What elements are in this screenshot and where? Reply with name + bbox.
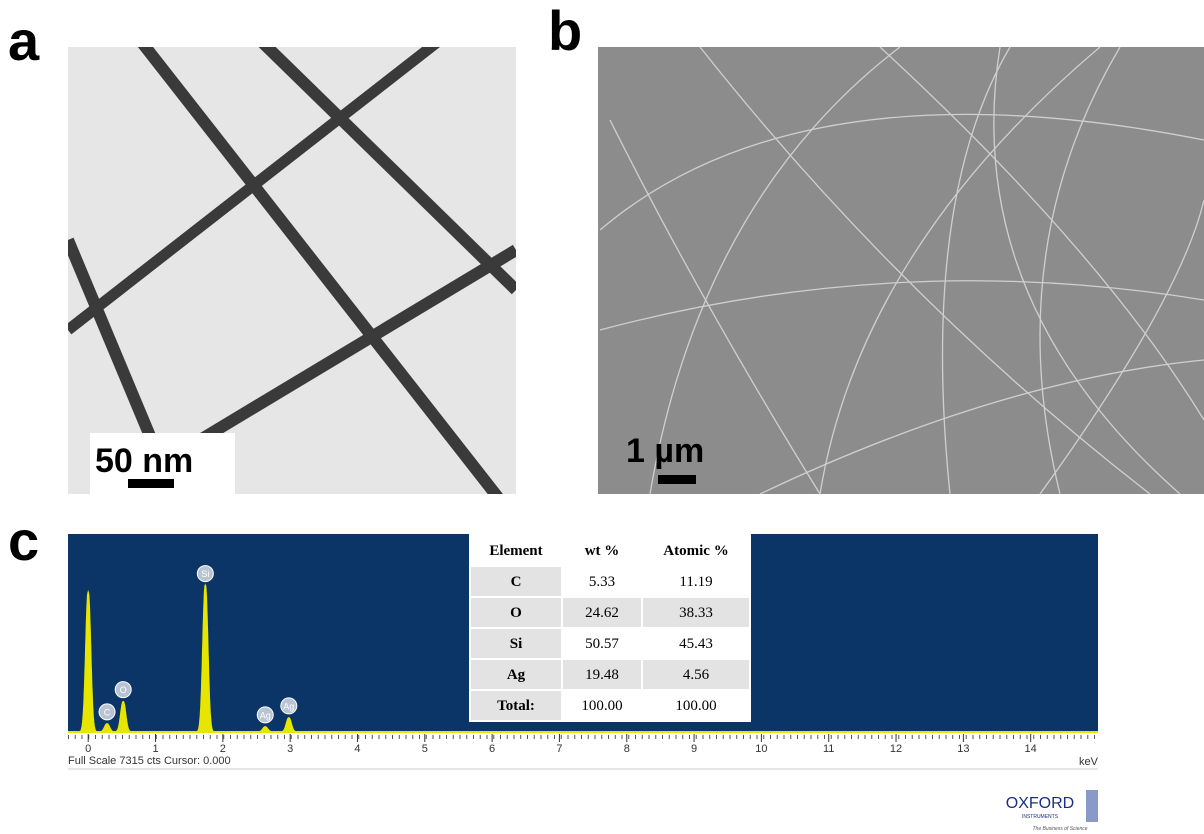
table-text: 19.48 bbox=[585, 667, 619, 683]
scale-bar-label: 50 nm bbox=[95, 442, 193, 480]
table-text: Total: bbox=[497, 698, 535, 714]
panel-label: c bbox=[8, 509, 39, 572]
table-text: 11.19 bbox=[679, 574, 712, 590]
x-tick-label: 9 bbox=[691, 743, 697, 755]
logo-tagline: The Business of Science bbox=[1032, 826, 1087, 832]
peak-label: Ag bbox=[283, 701, 294, 711]
peak-label: Si bbox=[201, 569, 209, 579]
table-text: C bbox=[511, 574, 522, 590]
x-tick-label: 11 bbox=[823, 743, 834, 755]
x-tick-label: 7 bbox=[556, 743, 562, 755]
table-text: 4.56 bbox=[683, 667, 710, 683]
x-tick-label: 6 bbox=[489, 743, 495, 755]
x-tick-label: 0 bbox=[85, 743, 91, 755]
peak-label: Ag bbox=[260, 710, 271, 720]
table-text: 45.43 bbox=[679, 636, 713, 652]
x-tick-label: 4 bbox=[354, 743, 360, 755]
logo-sub: INSTRUMENTS bbox=[1022, 814, 1059, 820]
x-tick-label: 12 bbox=[890, 743, 902, 755]
table-text: Ag bbox=[507, 667, 526, 683]
table-text: 100.00 bbox=[581, 698, 622, 714]
x-tick-label: 1 bbox=[152, 743, 158, 755]
table-text: O bbox=[510, 605, 522, 621]
x-tick-label: 3 bbox=[287, 743, 293, 755]
table-text: 100.00 bbox=[675, 698, 716, 714]
x-tick-label: 2 bbox=[220, 743, 226, 755]
table-text: 50.57 bbox=[585, 636, 619, 652]
table-text: wt % bbox=[585, 543, 620, 559]
footer: Full Scale 7315 cts Cursor: 0.000 bbox=[68, 755, 231, 767]
x-tick-label: 10 bbox=[755, 743, 767, 755]
table-text: Atomic % bbox=[663, 543, 728, 559]
peak-label: C bbox=[104, 707, 111, 717]
x-tick-label: 13 bbox=[957, 743, 969, 755]
table-text: Element bbox=[489, 543, 542, 559]
figure: a 50 nm b 1 µm c COSiAgAg01234567891 bbox=[0, 0, 1204, 834]
x-unit: keV bbox=[1079, 756, 1099, 768]
sem-image: 1 µm bbox=[598, 47, 1204, 494]
tem-image: 50 nm bbox=[68, 40, 516, 500]
peak-label: O bbox=[120, 685, 127, 695]
table-text: 5.33 bbox=[589, 574, 615, 590]
panel-label: b bbox=[548, 0, 582, 62]
scale-bar-label: 1 µm bbox=[626, 432, 704, 470]
table-text: Si bbox=[510, 636, 523, 652]
x-tick-label: 14 bbox=[1025, 743, 1037, 755]
table-text: 24.62 bbox=[585, 605, 619, 621]
logo: OXFORD INSTRUMENTS The Business of Scien… bbox=[998, 790, 1098, 832]
composition-table: Element wt % Atomic % C 5.33 11.19 O 24.62 38.33… bbox=[470, 535, 750, 721]
logo-name: OXFORD bbox=[1006, 795, 1074, 812]
panel-label: a bbox=[8, 9, 40, 72]
table-text: 38.33 bbox=[679, 605, 713, 621]
x-tick-label: 8 bbox=[624, 743, 630, 755]
x-tick-label: 5 bbox=[422, 743, 428, 755]
